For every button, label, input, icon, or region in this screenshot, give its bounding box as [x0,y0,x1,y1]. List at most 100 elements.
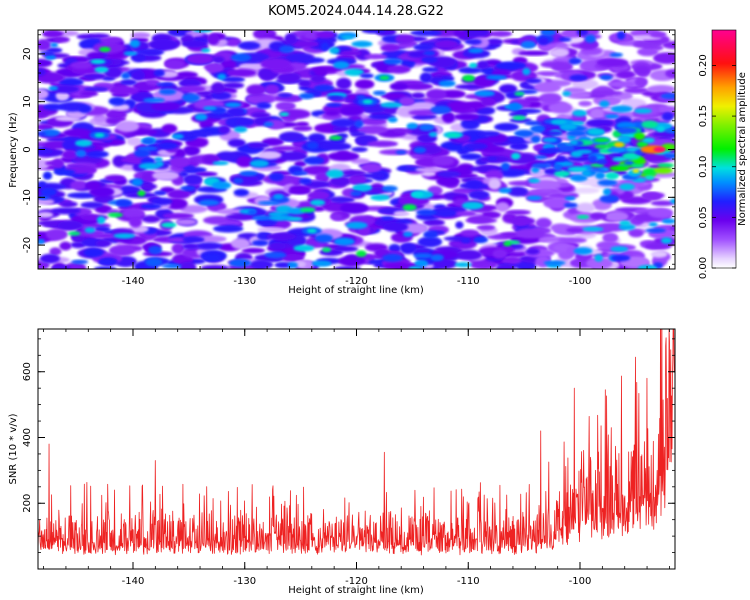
heatmap-cell [609,52,623,58]
heatmap-cell [423,230,439,239]
heatmap-cell [525,78,542,84]
heatmap-cell [186,53,215,65]
heatmap-cell [542,131,563,136]
heatmap-cell [605,114,619,119]
x-tick-label: -100 [569,276,592,287]
heatmap-cell [201,48,211,53]
x-tick-label: -120 [345,276,368,287]
heatmap-cell [617,135,632,144]
heatmap-cell [602,232,619,243]
heatmap-cell [120,79,137,86]
heatmap-cell [256,102,272,110]
heatmap-cell [413,146,427,154]
heatmap-cell [332,126,351,132]
heatmap-cell [399,96,415,106]
heatmap-cell [446,100,473,112]
heatmap-cell [157,142,178,150]
y-tick-label: 10 [22,95,33,108]
heatmap-cell [310,74,326,84]
heatmap-cell [616,31,626,40]
heatmap-cell [136,146,159,151]
snr-panel: -140 -130 -120 -110 -100 200 400 600 Height of… [8,328,676,596]
heatmap-cell [62,128,92,138]
heatmap-cell [123,51,138,56]
heatmap-cell [43,103,64,111]
heatmap-cell [454,262,472,268]
heatmap-cell [611,254,631,262]
heatmap-cell [572,109,587,117]
heatmap-cell [619,183,635,191]
heatmap-cell [149,39,178,51]
snr-series-line [38,329,675,556]
heatmap-cell [545,147,563,154]
heatmap-cell [293,171,308,176]
heatmap-cell [42,30,64,38]
heatmap-cell [503,241,512,247]
heatmap-cell [53,169,76,175]
heatmap-cell [572,187,600,194]
heatmap-cell [258,201,280,205]
heatmap-cell [421,56,438,64]
heatmap-cell [660,93,675,100]
heatmap-cell [293,244,315,252]
heatmap-cell [455,221,464,229]
heatmap-cell [131,178,143,187]
heatmap-cell [276,151,308,162]
heatmap-cell [357,125,388,135]
y-tick-label: 600 [22,362,33,381]
heatmap-cell [126,137,142,146]
heatmap-cell [340,105,365,117]
heatmap-cell [86,51,106,60]
heatmap-cell [180,185,196,191]
heatmap-cell [340,169,366,176]
heatmap-cell [610,246,629,252]
heatmap-cell [38,211,54,218]
heatmap-cell [549,48,570,58]
heatmap-cell [38,71,65,84]
heatmap-cell [212,161,229,166]
heatmap-cell [285,216,303,221]
heatmap-cell [576,214,590,220]
heatmap-cell [644,242,672,250]
heatmap-cell [231,238,250,250]
heatmap-cell [156,82,174,87]
heatmap-cell [402,231,413,237]
heatmap-cell [212,56,225,64]
heatmap-cell [359,73,374,79]
heatmap-cell [495,61,527,70]
heatmap-cell [169,156,190,168]
y-tick-label: -20 [22,237,33,253]
heatmap-cell [51,158,65,169]
colorbar-bar [711,29,737,269]
heatmap-cell [300,207,316,213]
heatmap-cell [550,119,567,125]
heatmap-cell [181,40,208,48]
heatmap-cell [540,30,556,37]
heatmap-cell [415,167,444,173]
heatmap-cell [257,151,282,160]
heatmap-cell [237,41,261,50]
heatmap-cell [206,33,220,46]
heatmap-cell [94,133,105,138]
heatmap-cell [494,122,519,132]
heatmap-cell [361,163,382,173]
heatmap-cell [524,120,542,126]
heatmap-cell [361,30,386,34]
heatmap-cell [235,117,255,127]
heatmap-cell [40,188,57,197]
heatmap-cell [241,247,266,254]
heatmap-cell [388,243,401,254]
heatmap-cell [306,141,319,150]
heatmap-cell [148,245,163,255]
heatmap-cell [246,84,266,96]
heatmap-cell [522,67,531,76]
heatmap-cell [200,264,230,269]
snr-y-label: SNR (10 * v/v) [8,413,19,484]
colorbar-tick-label: 0.05 [698,206,709,228]
heatmap-cell [303,156,325,165]
heatmap-cell [380,216,395,221]
heatmap-cell [329,47,340,54]
heatmap-cell [39,253,60,264]
heatmap-cell [341,35,354,40]
heatmap-cell [564,196,576,201]
